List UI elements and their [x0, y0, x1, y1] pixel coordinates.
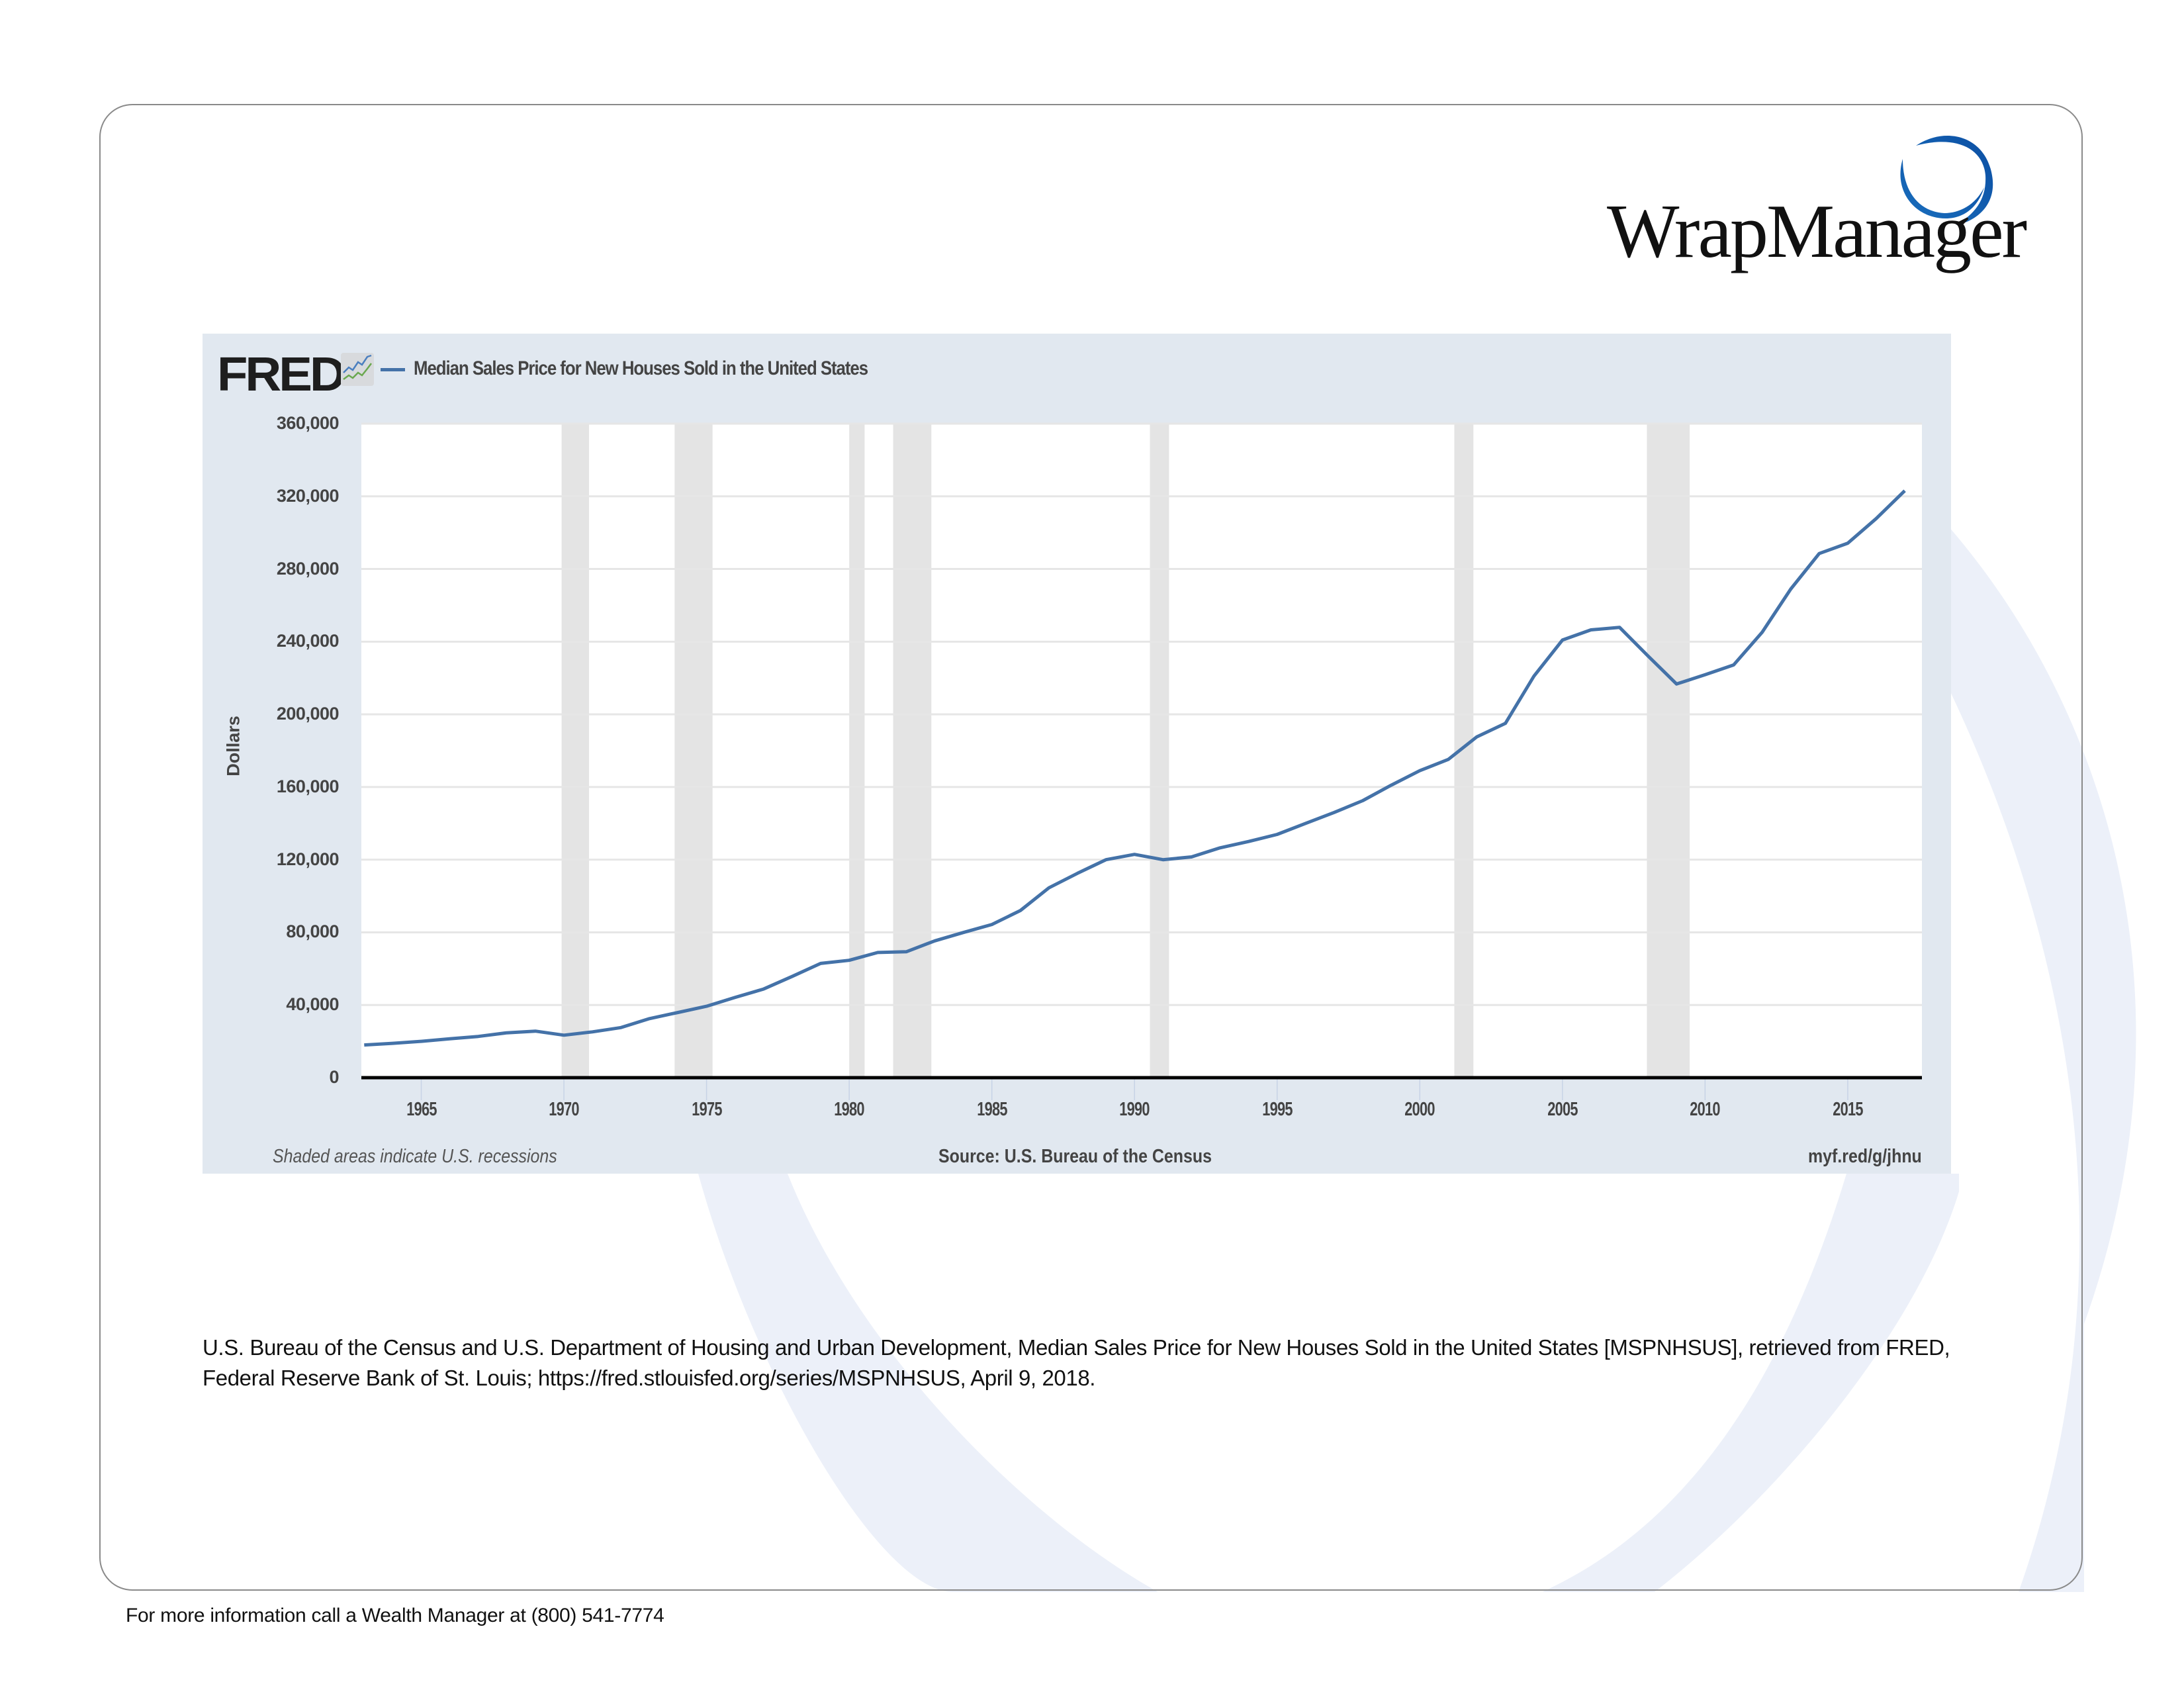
- source-note: Source: U.S. Bureau of the Census: [938, 1146, 1212, 1167]
- x-tick-label: 1965: [406, 1099, 437, 1120]
- x-tick-label: 2000: [1404, 1099, 1435, 1120]
- y-tick-label: 0: [329, 1067, 339, 1087]
- background-arc-sweep: [698, 1174, 1158, 1592]
- y-tick-label: 120,000: [276, 849, 340, 869]
- chart-plot: [361, 422, 1922, 1100]
- recession-band: [1150, 424, 1169, 1078]
- x-tick-label: 2005: [1547, 1099, 1578, 1120]
- recession-note: Shaded areas indicate U.S. recessions: [273, 1146, 557, 1167]
- x-tick-label: 1975: [691, 1099, 722, 1120]
- fred-chart-icon: [341, 353, 374, 386]
- fred-logo: FRED: [217, 348, 346, 401]
- x-tick-label: 1995: [1262, 1099, 1293, 1120]
- x-tick-label: 1970: [549, 1099, 579, 1120]
- y-tick-label: 40,000: [286, 994, 339, 1015]
- x-tick-label: 1990: [1119, 1099, 1150, 1120]
- x-tick-label: 1985: [976, 1099, 1007, 1120]
- content-card: [99, 104, 2083, 1591]
- recession-band: [1647, 424, 1690, 1078]
- recession-band: [893, 424, 932, 1078]
- y-tick-label: 280,000: [276, 558, 340, 579]
- x-tick-label: 2015: [1833, 1099, 1863, 1120]
- x-tick-label: 1980: [834, 1099, 864, 1120]
- y-tick-label: 320,000: [276, 485, 340, 506]
- wrapmanager-logo-text: WrapManager: [1607, 189, 2027, 274]
- legend-series-label: Median Sales Price for New Houses Sold i…: [414, 357, 868, 379]
- background-arc: [1747, 371, 2136, 1592]
- y-tick-label: 80,000: [286, 921, 339, 942]
- x-tick-label: 2010: [1690, 1099, 1721, 1120]
- legend-series-swatch: [381, 368, 405, 371]
- series-line: [364, 489, 1906, 1047]
- background-arc-right: [1542, 1174, 1959, 1592]
- y-tick-label: 360,000: [276, 413, 340, 433]
- y-tick-label: 240,000: [276, 631, 340, 651]
- recession-band: [674, 424, 713, 1078]
- footer-contact: For more information call a Wealth Manag…: [126, 1605, 664, 1626]
- recession-band: [849, 424, 865, 1078]
- y-tick-label: 200,000: [276, 704, 340, 724]
- citation-text: U.S. Bureau of the Census and U.S. Depar…: [203, 1335, 1950, 1390]
- recession-band: [561, 424, 590, 1078]
- y-tick-label: 160,000: [276, 776, 340, 796]
- chart-link[interactable]: myf.red/g/jhnu: [1808, 1146, 1922, 1167]
